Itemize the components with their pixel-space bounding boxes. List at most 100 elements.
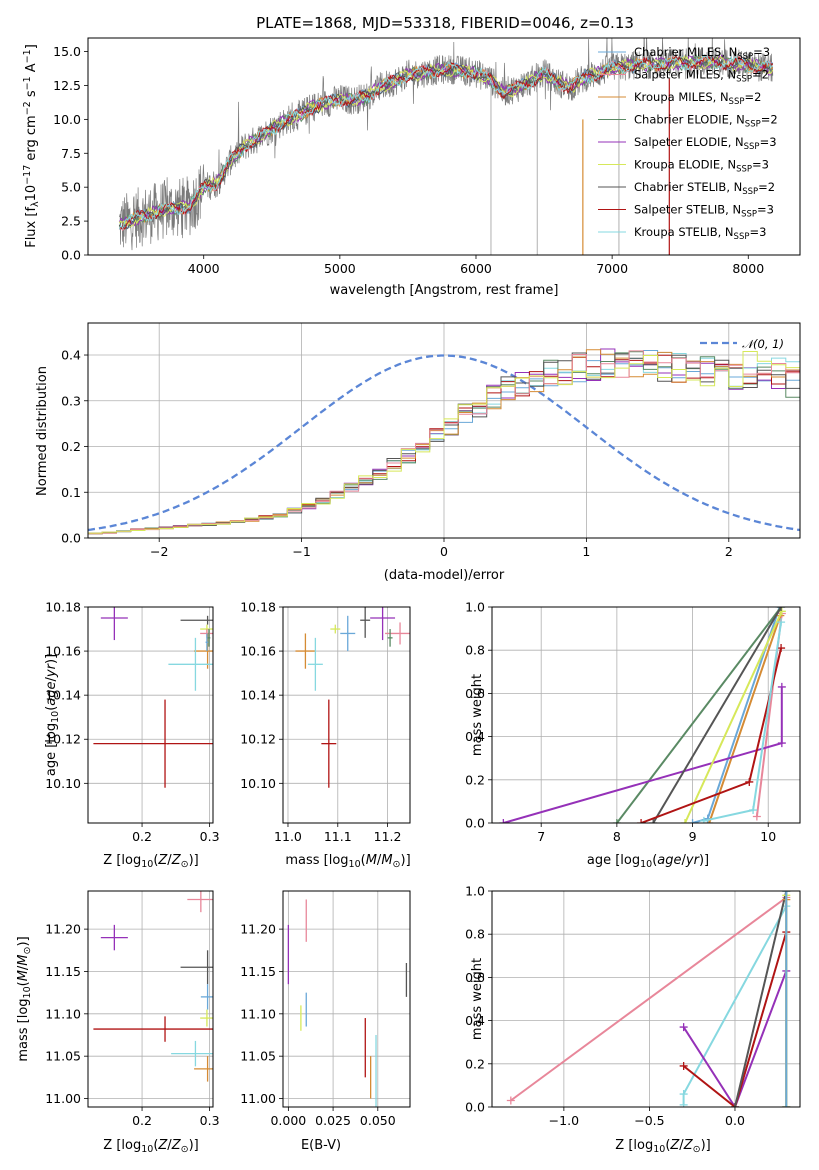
errorbar-point bbox=[194, 1056, 213, 1082]
y-tick-label: 10.12 bbox=[45, 732, 81, 747]
grid bbox=[283, 891, 410, 1107]
weight-marker bbox=[777, 739, 786, 748]
y-tick-label: 0.1 bbox=[61, 485, 81, 500]
x-tick-label: 0 bbox=[440, 544, 448, 559]
y-tick-label: 0.2 bbox=[61, 439, 81, 454]
x-tick-label: 6000 bbox=[460, 261, 492, 276]
y-tick-label: 0.6 bbox=[465, 970, 485, 985]
plot-area bbox=[118, 38, 774, 255]
age-vs-mass-panel: 11.0 11.1 11.2 10.10 10.12 10.14 10.16 10.18 bbox=[240, 600, 411, 844]
errorbar-point bbox=[93, 699, 213, 788]
y-tick-label: 0.4 bbox=[465, 729, 485, 744]
plot-area bbox=[506, 891, 791, 1107]
y-tick-label: 11.00 bbox=[240, 1091, 276, 1106]
spectrum-x-label: wavelength [Angstrom, rest frame] bbox=[330, 283, 559, 298]
errorbar-point bbox=[340, 615, 356, 652]
legend-label: Salpeter ELODIE, NSSP=3 bbox=[634, 135, 777, 152]
y-tick-label: 10.14 bbox=[240, 688, 276, 703]
legend-label: Chabrier MILES, NSSP=3 bbox=[634, 45, 770, 62]
axes-frame bbox=[87, 890, 214, 1108]
x-tick-label: 11.1 bbox=[324, 829, 352, 844]
x-tick-label: −2 bbox=[150, 544, 168, 559]
weight-marker bbox=[749, 806, 758, 815]
y-tick-label: 10.18 bbox=[45, 600, 81, 615]
errorbar-point bbox=[330, 624, 341, 634]
errorbar-point bbox=[194, 633, 213, 669]
y-tick-label: 12.5 bbox=[53, 78, 81, 93]
x-tick-label: 1 bbox=[582, 544, 590, 559]
weight-z-y-label: mass weight bbox=[470, 958, 485, 1040]
y-tick-label: 2.5 bbox=[61, 214, 81, 229]
weight-marker bbox=[782, 1103, 791, 1107]
errorbar-point bbox=[387, 629, 393, 647]
x-tick-label: 0.050 bbox=[360, 1113, 396, 1128]
mass-ebv-x-label: E(B-V) bbox=[301, 1138, 341, 1153]
axes-frame bbox=[87, 37, 801, 256]
weight-vs-age-panel: 7 8 9 10 0.0 0.2 0.4 0.6 0.8 1.0 bbox=[465, 600, 801, 844]
y-tick-label: 11.15 bbox=[45, 964, 81, 979]
weight-z-x-label: Z [log10(Z/Z⊙)] bbox=[615, 1138, 710, 1155]
legend-label: Salpeter MILES, NSSP=2 bbox=[634, 68, 769, 85]
errorbar-point bbox=[205, 633, 209, 652]
y-tick-label: 10.10 bbox=[45, 776, 81, 791]
y-tick-label: 1.0 bbox=[465, 884, 485, 899]
y-tick-label: 0.0 bbox=[61, 531, 81, 546]
residual-histogram-chabrier-elodie bbox=[88, 351, 800, 534]
residual-x-label: (data-model)/error bbox=[384, 568, 505, 583]
errorbar-point bbox=[180, 950, 213, 985]
legend-label: Kroupa STELIB, NSSP=3 bbox=[634, 225, 766, 242]
errorbar-point bbox=[168, 637, 213, 691]
residual-histogram-kroupa-stelib bbox=[88, 351, 800, 534]
grid bbox=[492, 606, 800, 824]
weight-marker bbox=[679, 1090, 688, 1099]
errorbar-point bbox=[295, 633, 316, 669]
x-tick-label: 0.2 bbox=[132, 1113, 152, 1128]
y-tick-label: 15.0 bbox=[53, 44, 81, 59]
y-tick-label: 11.05 bbox=[240, 1049, 276, 1064]
axes-frame bbox=[491, 890, 801, 1108]
mass-z-y-label: mass [log10(M/M⊙)] bbox=[16, 936, 33, 1061]
spectrum-panel: 4000 5000 6000 7000 8000 0.0 2.5 5.0 7.5 10.0 12.5… bbox=[53, 37, 801, 276]
weight-marker bbox=[649, 819, 658, 823]
plot-area bbox=[93, 891, 213, 1082]
weight-marker bbox=[679, 1100, 688, 1107]
y-tick-label: 11.20 bbox=[45, 922, 81, 937]
weight-line-salpeter-miles bbox=[510, 896, 787, 1102]
y-tick-label: 11.15 bbox=[240, 964, 276, 979]
y-tick-label: 10.16 bbox=[240, 644, 276, 659]
legend: Chabrier MILES, NSSP=3 Salpeter MILES, NS… bbox=[598, 45, 778, 242]
weight-marker bbox=[637, 819, 646, 823]
y-tick-label: 11.20 bbox=[240, 922, 276, 937]
grid bbox=[88, 891, 213, 1107]
residual-histogram-chabrier-stelib bbox=[88, 352, 800, 534]
axes-frame bbox=[87, 606, 214, 824]
y-tick-label: 0.0 bbox=[465, 816, 485, 831]
weight-age-y-label: mass weight bbox=[470, 674, 485, 756]
plot-area bbox=[93, 607, 213, 788]
weight-marker bbox=[506, 1096, 515, 1105]
residual-y-label: Normed distribution bbox=[35, 366, 50, 496]
weight-marker bbox=[499, 819, 508, 823]
errorbar-point bbox=[321, 699, 337, 788]
weight-marker bbox=[777, 618, 786, 627]
errorbar-point bbox=[307, 637, 323, 691]
x-tick-label: 11.0 bbox=[274, 829, 302, 844]
model-spectrum-kroupa-stelib bbox=[118, 53, 773, 230]
y-tick-label: 11.10 bbox=[240, 1006, 276, 1021]
plot-area bbox=[287, 899, 408, 1107]
y-tick-label: 10.18 bbox=[240, 600, 276, 615]
weight-line-chabrier-stelib bbox=[652, 607, 782, 823]
age-z-y-label: age [log10(age/yr)] bbox=[44, 654, 61, 776]
errorbar-point bbox=[171, 1040, 213, 1067]
age-mass-x-label: mass [log10(M/M⊙)] bbox=[285, 853, 410, 870]
x-tick-label: 11.2 bbox=[374, 829, 402, 844]
y-tick-label: 10.10 bbox=[240, 776, 276, 791]
grid bbox=[492, 890, 800, 1108]
plot-area bbox=[499, 607, 786, 823]
x-tick-label: 7000 bbox=[596, 261, 628, 276]
y-tick-label: 0.4 bbox=[61, 348, 81, 363]
errorbar-point bbox=[207, 629, 211, 647]
y-tick-label: 10.16 bbox=[45, 644, 81, 659]
age-z-x-label: Z [log10(Z/Z⊙)] bbox=[103, 853, 198, 870]
